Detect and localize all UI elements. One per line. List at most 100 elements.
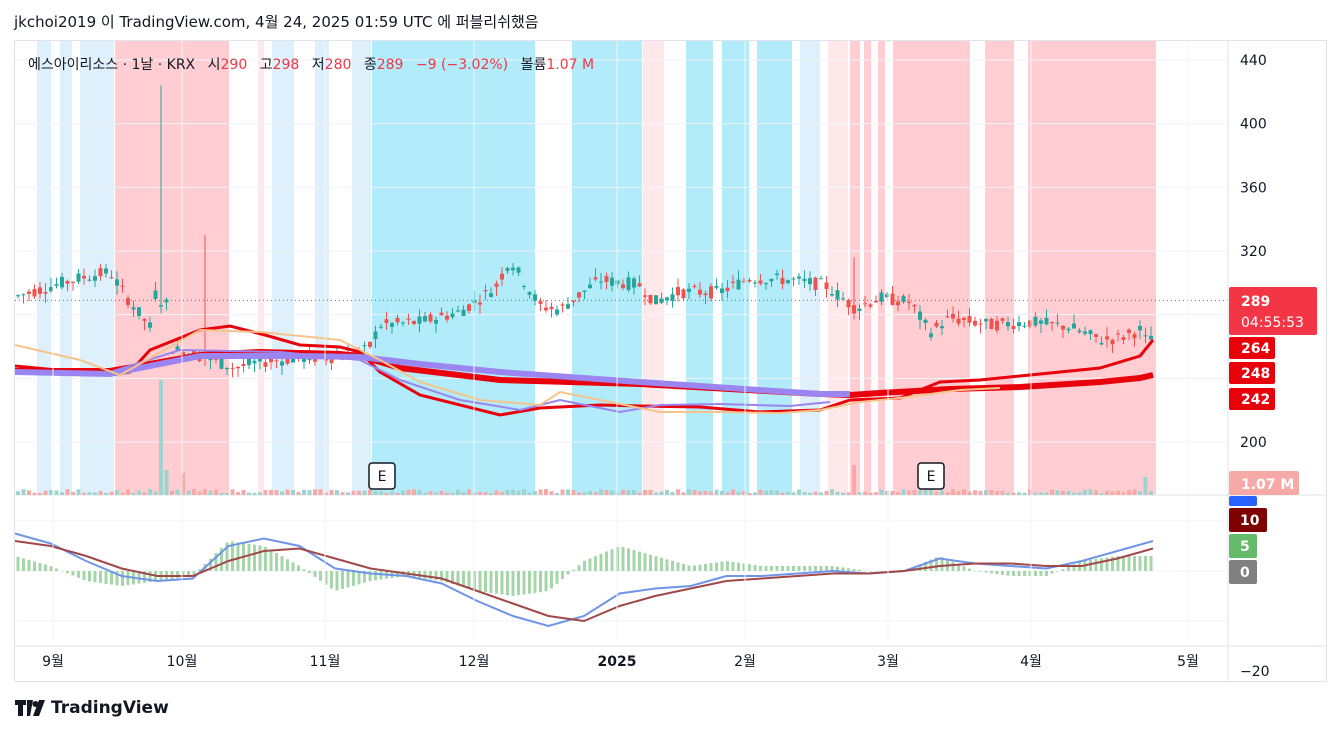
macd-hist-bar bbox=[429, 571, 432, 580]
volume-bar-138 bbox=[775, 490, 779, 495]
volume-bar-55 bbox=[318, 489, 323, 495]
volume-bar-76 bbox=[434, 492, 438, 495]
candle-body-106 bbox=[599, 281, 603, 283]
candle-body-91 bbox=[516, 267, 521, 273]
candle-body-18 bbox=[115, 279, 119, 286]
volume-bar-164 bbox=[918, 490, 922, 495]
macd-hist-bar bbox=[396, 571, 399, 578]
macd-hist-bar bbox=[341, 571, 344, 589]
volume-bar-127 bbox=[714, 489, 719, 495]
candle-body-41 bbox=[241, 363, 246, 366]
volume-bar-46 bbox=[269, 489, 273, 495]
candle-body-170 bbox=[951, 313, 955, 319]
volume-bar-197 bbox=[1099, 492, 1104, 495]
candle-body-85 bbox=[483, 290, 488, 292]
candle-body-99 bbox=[560, 304, 565, 306]
macd-hist-bar bbox=[220, 547, 223, 571]
candle-body-131 bbox=[736, 279, 741, 290]
volume-bar-34 bbox=[203, 489, 207, 495]
volume-bar-112 bbox=[632, 490, 636, 495]
candle-body-89 bbox=[505, 267, 510, 271]
macd-hist-bar bbox=[1050, 571, 1054, 574]
macd-hist-bar bbox=[170, 571, 174, 579]
volume-bar-106 bbox=[599, 489, 603, 495]
volume-bar-119 bbox=[670, 491, 675, 495]
volume-bar-78 bbox=[445, 492, 449, 495]
candle-body-204 bbox=[1138, 325, 1142, 331]
volume-bar-33 bbox=[197, 491, 202, 495]
macd-hist-bar bbox=[209, 558, 212, 571]
candle-body-176 bbox=[984, 318, 988, 322]
volume-bar-16 bbox=[104, 492, 108, 495]
macd-hist-bar bbox=[1094, 559, 1098, 571]
footer-brand: TradingView bbox=[51, 698, 169, 718]
macd-hist-bar bbox=[148, 571, 152, 583]
x-tick-label-3: 12월 bbox=[459, 654, 490, 670]
tradingview-footer[interactable]: TradingView bbox=[15, 698, 169, 718]
ma-short-line bbox=[14, 324, 1155, 417]
macd-hist-bar bbox=[1133, 556, 1136, 571]
macd-hist-bar bbox=[555, 571, 559, 584]
volume-bar-190 bbox=[1061, 491, 1065, 495]
volume-bar-162 bbox=[907, 490, 911, 495]
bg-band-16 bbox=[850, 41, 860, 495]
volume-bar-88 bbox=[500, 491, 504, 495]
volume-bar-184 bbox=[1028, 489, 1032, 495]
volume-tag bbox=[1229, 471, 1299, 495]
candle-body-198 bbox=[1105, 336, 1109, 340]
macd-hist-bar bbox=[181, 571, 185, 578]
volume-bar-47 bbox=[274, 490, 279, 495]
bg-band-17 bbox=[864, 41, 871, 495]
macd-hist-bar bbox=[957, 563, 960, 571]
macd-hist-bar bbox=[302, 569, 306, 571]
volume-bar-122 bbox=[687, 489, 691, 495]
macd-hist-bar bbox=[632, 550, 636, 571]
y-tick-label-440: 440 bbox=[1240, 53, 1267, 69]
macd-hist-bar bbox=[962, 566, 966, 571]
candle-body-8 bbox=[60, 276, 64, 288]
macd-hist-bar bbox=[929, 559, 933, 571]
candle-body-158 bbox=[885, 294, 889, 297]
candle-body-13 bbox=[87, 279, 92, 281]
macd-hist-bar bbox=[308, 571, 311, 574]
earnings-marker-box-1 bbox=[917, 462, 945, 490]
candle-body-114 bbox=[643, 295, 647, 297]
volume-bar-152 bbox=[852, 465, 856, 495]
volume-bar-172 bbox=[962, 489, 966, 495]
bg-band-18 bbox=[878, 41, 885, 495]
candle-body-7 bbox=[54, 284, 59, 286]
macd-tag-3 bbox=[1229, 560, 1257, 584]
candle-body-188 bbox=[1050, 322, 1054, 324]
volume-bar-64 bbox=[368, 489, 372, 495]
candle-body-39 bbox=[230, 367, 235, 369]
macd-hist-bar bbox=[550, 571, 553, 589]
candle-body-2 bbox=[27, 291, 31, 294]
candle-body-135 bbox=[758, 280, 763, 284]
y-tick-label-200: 200 bbox=[1240, 435, 1267, 451]
candle-body-73 bbox=[417, 316, 422, 324]
macd-hist-bar bbox=[511, 571, 515, 596]
candle-body-194 bbox=[1083, 331, 1087, 334]
volume-bar-6 bbox=[49, 489, 53, 495]
candle-body-119 bbox=[670, 294, 675, 301]
volume-bar-174 bbox=[973, 490, 977, 495]
macd-hist-bar bbox=[858, 569, 861, 571]
macd-hist-bar bbox=[478, 571, 482, 592]
x-tick-label-2: 11월 bbox=[310, 654, 341, 670]
volume-bar-75 bbox=[428, 491, 433, 495]
candle-body-81 bbox=[461, 309, 466, 316]
volume-bar-173 bbox=[967, 491, 972, 495]
macd-hist-bar bbox=[456, 571, 460, 586]
candle-body-162 bbox=[907, 301, 911, 303]
macd-hist-bar bbox=[808, 566, 812, 571]
volume-bar-52 bbox=[302, 489, 306, 495]
volume-bar-45 bbox=[263, 489, 268, 495]
volume-bar-177 bbox=[989, 489, 994, 495]
macd-hist-bar bbox=[924, 561, 927, 571]
macd-hist-bar bbox=[363, 571, 366, 583]
bg-band-15 bbox=[828, 41, 848, 495]
candle-body-151 bbox=[846, 300, 851, 308]
volume-bar-169 bbox=[945, 492, 950, 495]
macd-hist-bar bbox=[660, 557, 663, 571]
